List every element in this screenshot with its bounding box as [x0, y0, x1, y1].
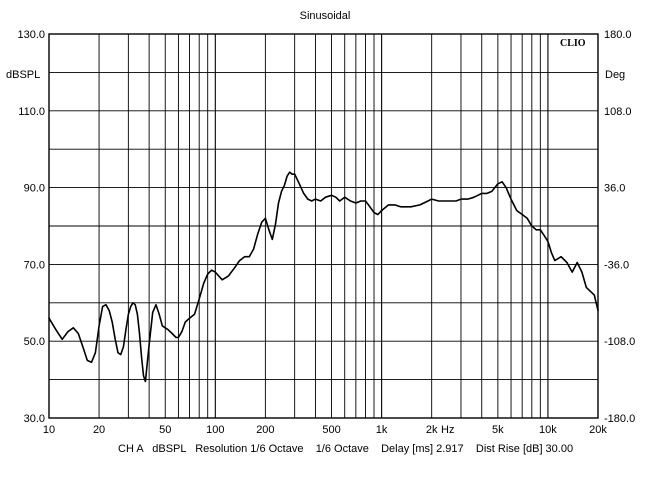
footer-status-text: CH A dBSPL Resolution 1/6 Octave 1/6 Oct… [118, 443, 573, 455]
x-tick-label: 50 [159, 424, 171, 436]
y2-tick-label: -108.0 [604, 336, 635, 348]
x-tick-label: 20 [93, 424, 105, 436]
x-tick-label: 2k [426, 424, 438, 436]
y2-tick-label: 180.0 [604, 29, 632, 41]
y2-tick-label: -36.0 [604, 259, 629, 271]
x-tick-label: 20k [589, 424, 607, 436]
y-tick-label: 130.0 [17, 29, 45, 41]
y-tick-label: 90.0 [24, 183, 45, 195]
plot-frame [48, 33, 599, 419]
y2-tick-label: 108.0 [604, 106, 632, 118]
y-axis-label: dBSPL [6, 69, 40, 81]
y-tick-label: 50.0 [24, 336, 45, 348]
x-tick-label: 500 [322, 424, 340, 436]
y-tick-label: 70.0 [24, 259, 45, 271]
y2-tick-label: -180.0 [604, 413, 635, 425]
y2-tick-label: 36.0 [604, 183, 625, 195]
y2-axis-label: Deg [605, 69, 625, 81]
x-tick-label: 100 [206, 424, 224, 436]
clio-brand: CLIO [560, 38, 586, 49]
x-tick-label: 10k [539, 424, 557, 436]
x-axis-unit-label: Hz [441, 424, 454, 436]
y-tick-label: 110.0 [18, 106, 45, 118]
x-tick-label: 5k [492, 424, 504, 436]
x-tick-label: 200 [256, 424, 274, 436]
spl-response-line [48, 171, 599, 383]
chart-title: Sinusoidal [300, 10, 351, 22]
y-tick-label: 30.0 [24, 413, 45, 425]
x-tick-label: 1k [376, 424, 388, 436]
x-tick-label: 10 [43, 424, 55, 436]
